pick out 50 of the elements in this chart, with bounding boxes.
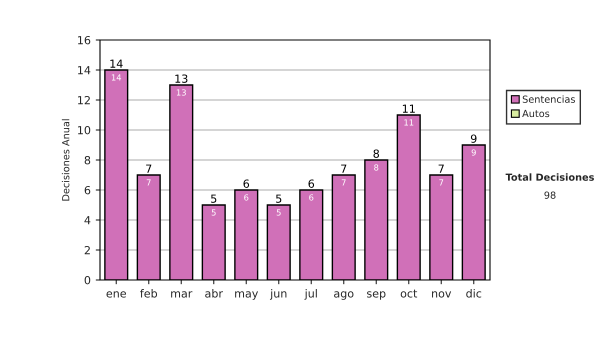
x-tick-label: oct <box>400 290 418 298</box>
legend-label: Sentencias <box>522 95 575 103</box>
y-tick-label: 10 <box>78 126 90 134</box>
annotation: 7 <box>438 164 444 173</box>
annotation: 5 <box>276 194 282 203</box>
data-label: 7 <box>342 179 346 186</box>
y-tick-label: 14 <box>78 66 90 74</box>
text: 98 <box>544 191 556 199</box>
annotation: 9 <box>470 134 477 143</box>
y-axis-title: Decisiones Anual <box>62 119 70 201</box>
annotation: 14 <box>110 60 123 68</box>
annotation: 7 <box>146 164 152 173</box>
annotation: 6 <box>308 179 314 188</box>
annotation: 13 <box>175 74 188 83</box>
y-tick-label: 12 <box>78 96 90 104</box>
x-tick-label: sep <box>367 291 386 300</box>
y-tick-label: 8 <box>84 156 90 164</box>
annotation: 11 <box>402 104 415 113</box>
annotation: 8 <box>373 149 380 158</box>
x-tick-label: mar <box>171 291 192 298</box>
annotation: 6 <box>243 179 250 188</box>
data-label: 5 <box>212 209 216 216</box>
x-tick-label: ene <box>106 291 126 298</box>
x-tick-label: feb <box>140 289 158 298</box>
text: Total Decisiones <box>506 173 594 181</box>
data-label: 11 <box>404 119 414 126</box>
data-label: 13 <box>176 89 186 96</box>
annotation: 7 <box>341 164 346 173</box>
x-tick-label: dic <box>466 289 482 298</box>
y-tick-label: 0 <box>84 276 90 284</box>
data-label: 9 <box>472 149 476 156</box>
annotation: 5 <box>211 194 216 203</box>
x-tick-label: ago <box>334 291 354 300</box>
y-tick-label: 16 <box>78 36 90 44</box>
data-label: 7 <box>439 179 444 186</box>
data-label: 7 <box>146 179 151 186</box>
y-tick-label: 2 <box>84 246 90 254</box>
data-label: 6 <box>244 194 248 201</box>
data-label: 6 <box>309 194 314 201</box>
x-tick-label: jul <box>304 289 317 300</box>
y-tick-label: 6 <box>84 186 90 194</box>
legend-label: Autos <box>522 110 550 118</box>
x-tick-label: abr <box>205 289 223 298</box>
data-label: 8 <box>374 164 378 171</box>
y-tick-label: 4 <box>84 216 90 224</box>
data-label: 5 <box>276 209 281 216</box>
x-tick-label: nov <box>432 291 452 298</box>
data-label: 14 <box>112 74 122 80</box>
x-tick-label: jun <box>270 289 286 300</box>
x-tick-label: may <box>235 291 258 300</box>
